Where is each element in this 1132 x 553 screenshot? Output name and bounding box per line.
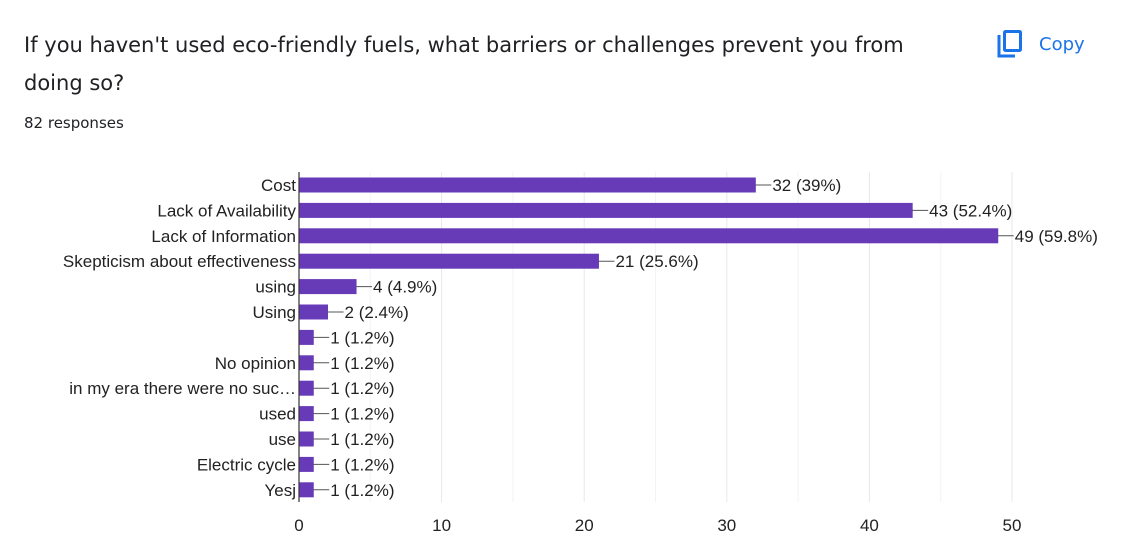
data-label: 1 (1.2%) — [330, 328, 394, 347]
x-tick-label: 10 — [432, 516, 451, 535]
data-label: 43 (52.4%) — [929, 201, 1012, 220]
bar — [299, 304, 329, 320]
data-label: 1 (1.2%) — [330, 455, 394, 474]
bar — [299, 355, 314, 371]
data-label: 2 (2.4%) — [345, 303, 409, 322]
data-label: 1 (1.2%) — [330, 481, 394, 500]
bar — [299, 228, 999, 244]
x-tick-label: 30 — [717, 516, 736, 535]
data-label: 1 (1.2%) — [330, 405, 394, 424]
bar — [299, 431, 314, 447]
bar — [299, 177, 756, 193]
x-tick-label: 20 — [575, 516, 594, 535]
question-title: If you haven't used eco-friendly fuels, … — [24, 33, 904, 95]
bar — [299, 380, 314, 396]
category-label: Using — [253, 303, 296, 322]
copy-icon — [996, 29, 1024, 59]
category-label: Yesj — [264, 481, 296, 500]
x-tick-label: 0 — [294, 516, 303, 535]
category-label: No opinion — [215, 354, 296, 373]
category-label: using — [255, 278, 296, 297]
category-label: Lack of Availability — [157, 201, 296, 220]
bar — [299, 329, 314, 345]
data-label: 21 (25.6%) — [615, 252, 698, 271]
category-label: Electric cycle — [197, 455, 296, 474]
copy-label: Copy — [1039, 33, 1085, 55]
data-label: 32 (39%) — [772, 176, 841, 195]
data-label: 4 (4.9%) — [373, 278, 437, 297]
data-label: 49 (59.8%) — [1015, 227, 1098, 246]
data-label: 1 (1.2%) — [330, 379, 394, 398]
bar — [299, 253, 599, 269]
bar — [299, 456, 314, 472]
category-label: Skepticism about effectiveness — [63, 252, 296, 271]
bar — [299, 482, 314, 498]
category-label: use — [269, 430, 296, 449]
bar — [299, 406, 314, 422]
copy-button[interactable]: Copy — [996, 24, 1106, 64]
bar — [299, 202, 913, 218]
x-tick-label: 50 — [1003, 516, 1022, 535]
category-label: Cost — [261, 176, 296, 195]
data-label: 1 (1.2%) — [330, 354, 394, 373]
category-label: used — [259, 405, 296, 424]
category-label: in my era there were no suc… — [69, 379, 296, 398]
data-label: 1 (1.2%) — [330, 430, 394, 449]
bar — [299, 279, 357, 295]
x-tick-label: 40 — [860, 516, 879, 535]
response-count: 82 responses — [24, 114, 124, 132]
category-label: Lack of Information — [151, 227, 296, 246]
